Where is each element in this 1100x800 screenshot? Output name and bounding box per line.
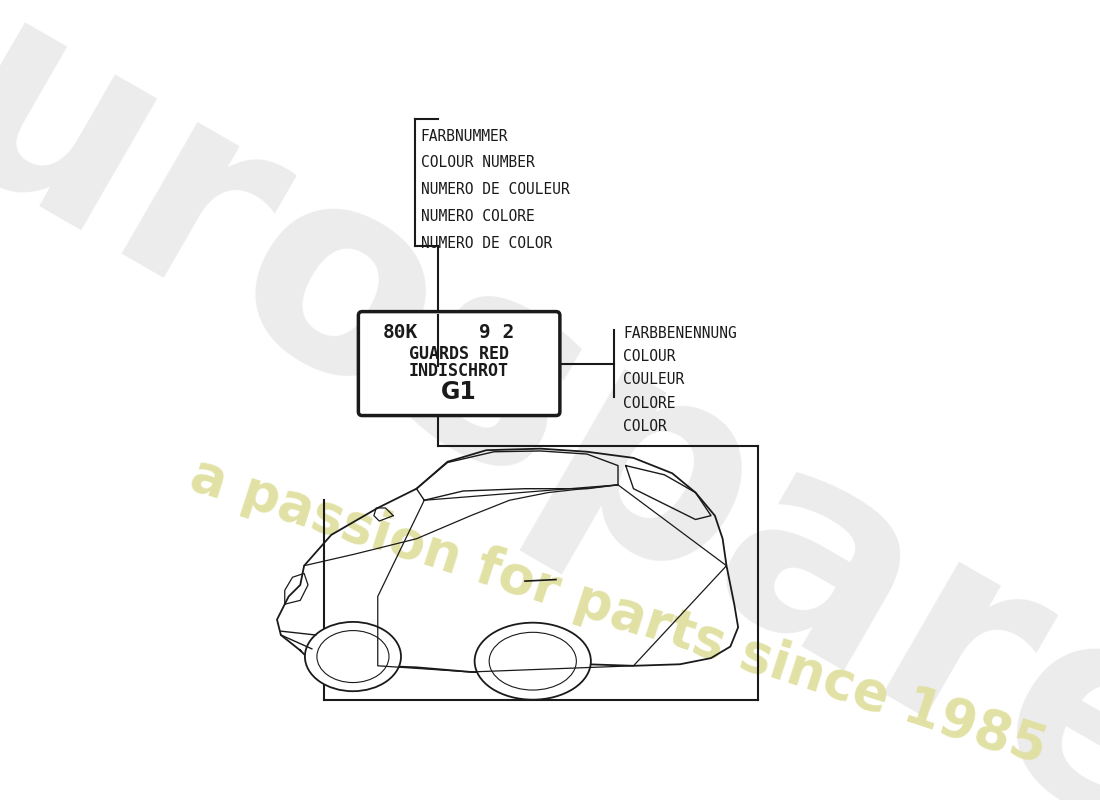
Text: G1: G1 bbox=[441, 381, 477, 405]
Ellipse shape bbox=[474, 622, 591, 700]
Ellipse shape bbox=[305, 622, 402, 691]
FancyBboxPatch shape bbox=[359, 312, 560, 415]
Text: NUMERO DE COULEUR: NUMERO DE COULEUR bbox=[421, 182, 570, 198]
Text: COLOUR: COLOUR bbox=[624, 350, 675, 364]
Text: COLOR: COLOR bbox=[624, 418, 668, 434]
Text: NUMERO DE COLOR: NUMERO DE COLOR bbox=[421, 236, 552, 251]
Text: GUARDS RED: GUARDS RED bbox=[409, 345, 509, 363]
Ellipse shape bbox=[490, 632, 576, 690]
Text: 9 2: 9 2 bbox=[480, 323, 515, 342]
Text: INDISCHROT: INDISCHROT bbox=[409, 362, 509, 380]
Text: NUMERO COLORE: NUMERO COLORE bbox=[421, 210, 535, 224]
Text: FARBNUMMER: FARBNUMMER bbox=[421, 129, 508, 143]
Text: FARBBENENNUNG: FARBBENENNUNG bbox=[624, 326, 737, 342]
Text: a passion for parts since 1985: a passion for parts since 1985 bbox=[184, 449, 1053, 775]
Text: COLOUR NUMBER: COLOUR NUMBER bbox=[421, 155, 535, 170]
Ellipse shape bbox=[317, 630, 389, 682]
Text: COULEUR: COULEUR bbox=[624, 373, 684, 387]
Text: 80K: 80K bbox=[383, 323, 418, 342]
Text: COLORE: COLORE bbox=[624, 395, 675, 410]
